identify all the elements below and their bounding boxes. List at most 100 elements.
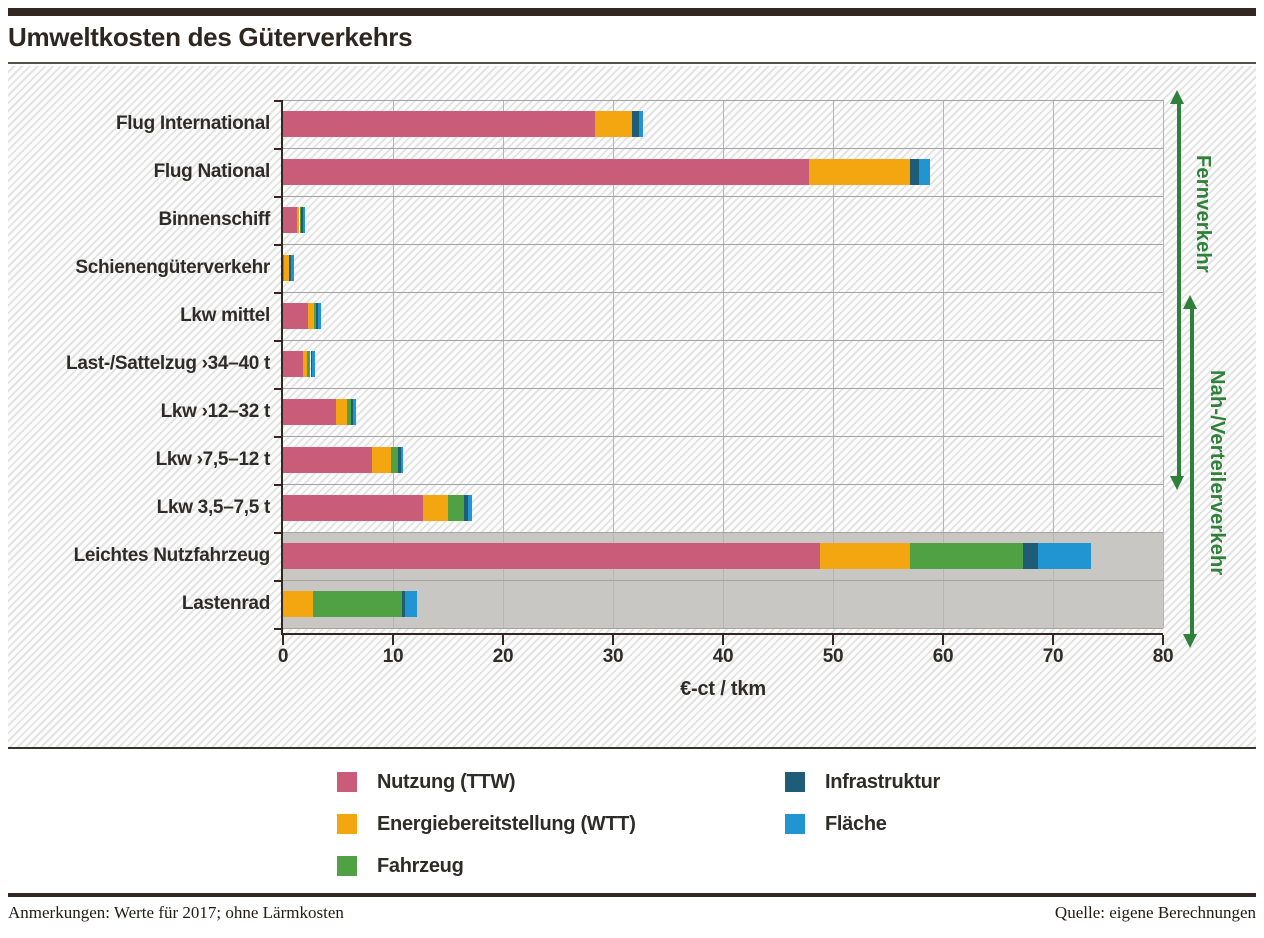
category-label: Lkw mittel (180, 305, 270, 326)
x-tick-label: 20 (492, 646, 514, 667)
x-tick-label: 70 (1042, 646, 1064, 667)
bar-segment (448, 495, 464, 521)
y-axis-line (281, 100, 283, 635)
bar-segment (283, 111, 596, 137)
y-axis-tick (274, 388, 281, 390)
bar-segment (283, 159, 809, 185)
bar-segment (313, 303, 316, 329)
category-label: Lkw ›12–32 t (160, 401, 271, 422)
category-label: Flug International (116, 113, 270, 134)
bar-segment (390, 447, 398, 473)
row-separator (283, 532, 1163, 533)
title-divider (8, 62, 1256, 64)
row-separator (283, 100, 1163, 101)
legend-label: Infrastruktur (825, 770, 941, 793)
row-separator (283, 628, 1163, 629)
x-axis-tick (832, 635, 834, 645)
chart-panel: Flug International Flug National Binnensch… (8, 66, 1256, 749)
category-label: Lastenrad (181, 593, 270, 614)
grid-line-vertical (723, 100, 724, 628)
row-separator (283, 292, 1163, 293)
bar-segment (347, 399, 352, 425)
row-separator (283, 340, 1163, 341)
y-axis-tick (274, 628, 281, 630)
bar-segment (639, 111, 643, 137)
y-axis-tick (274, 340, 281, 342)
bar-segment (595, 111, 632, 137)
bar-segment (351, 399, 354, 425)
x-axis-line (281, 633, 1163, 635)
footer-notes: Anmerkungen: Werte für 2017; ohne Lärmko… (8, 903, 344, 922)
legend-item: Nutzung (TTW) (337, 770, 516, 794)
bar-segment (307, 351, 311, 377)
grid-line-vertical (613, 100, 614, 628)
group-arrow-shaft (1177, 103, 1181, 477)
y-axis-tick (274, 532, 281, 534)
arrow-up-icon (1170, 90, 1184, 104)
legend-label: Fahrzeug (377, 854, 464, 877)
y-axis-tick (274, 292, 281, 294)
x-tick-label: 30 (602, 646, 624, 667)
bar-segment (283, 591, 314, 617)
bar-segment (289, 255, 292, 281)
legend-swatch (337, 856, 357, 876)
legend-swatch (337, 772, 357, 792)
bar-segment (910, 543, 1024, 569)
legend-item: Energiebereitstellung (WTT) (337, 812, 636, 836)
group-arrow-label: Fernverkehr (1192, 155, 1214, 273)
grid-line-vertical (943, 100, 944, 628)
grid-line-vertical (1053, 100, 1054, 628)
bar-segment (404, 591, 418, 617)
legend-swatch (337, 814, 357, 834)
bar-segment (283, 255, 285, 281)
category-label: Last-/Sattelzug ›34–40 t (66, 353, 270, 374)
bar-segment (291, 255, 294, 281)
grid-line-vertical (1163, 100, 1164, 628)
legend-item: Fläche (785, 812, 887, 836)
bar-segment (297, 207, 300, 233)
bar-segment (910, 159, 919, 185)
bar-segment (468, 495, 472, 521)
legend-label: Fläche (825, 812, 887, 835)
legend-label: Nutzung (TTW) (377, 770, 516, 793)
category-label: Lkw 3,5–7,5 t (156, 497, 271, 518)
bar-segment (283, 495, 423, 521)
footer-source: Quelle: eigene Berechnungen (1054, 903, 1256, 922)
x-tick-label: 0 (277, 646, 289, 667)
row-separator (283, 388, 1163, 389)
x-tick-label: 60 (932, 646, 954, 667)
bar-segment (299, 207, 301, 233)
bar-segment (316, 303, 319, 329)
category-label: Schienengüterverkehr (75, 257, 270, 278)
x-axis-tick (1052, 635, 1054, 645)
bar-segment (463, 495, 469, 521)
footer-divider (8, 893, 1256, 897)
bar-segment (313, 591, 403, 617)
top-accent-bar (8, 8, 1256, 16)
y-axis-tick (274, 484, 281, 486)
group-arrow-shaft (1190, 308, 1194, 635)
bar-segment (422, 495, 448, 521)
group-arrow-label: Nah-/Verteilerverkehr (1206, 370, 1228, 576)
x-axis-tick (282, 635, 284, 645)
bar-segment (312, 351, 315, 377)
x-axis-tick (502, 635, 504, 645)
category-label: Lkw ›7,5–12 t (155, 449, 271, 470)
bar-segment (1023, 543, 1038, 569)
legend-label: Energiebereitstellung (WTT) (377, 812, 636, 835)
legend-swatch (785, 814, 805, 834)
bar-segment (631, 111, 640, 137)
row-separator (283, 196, 1163, 197)
x-axis-tick (612, 635, 614, 645)
row-separator (283, 484, 1163, 485)
x-axis-tick (1162, 635, 1164, 645)
bar-segment (819, 543, 910, 569)
bar-segment (283, 303, 309, 329)
x-tick-label: 80 (1152, 646, 1174, 667)
legend-item: Infrastruktur (785, 770, 940, 794)
legend-item: Fahrzeug (337, 854, 464, 878)
bar-segment (335, 399, 348, 425)
row-separator (283, 580, 1163, 581)
y-axis-tick (274, 100, 281, 102)
x-tick-label: 10 (382, 646, 404, 667)
